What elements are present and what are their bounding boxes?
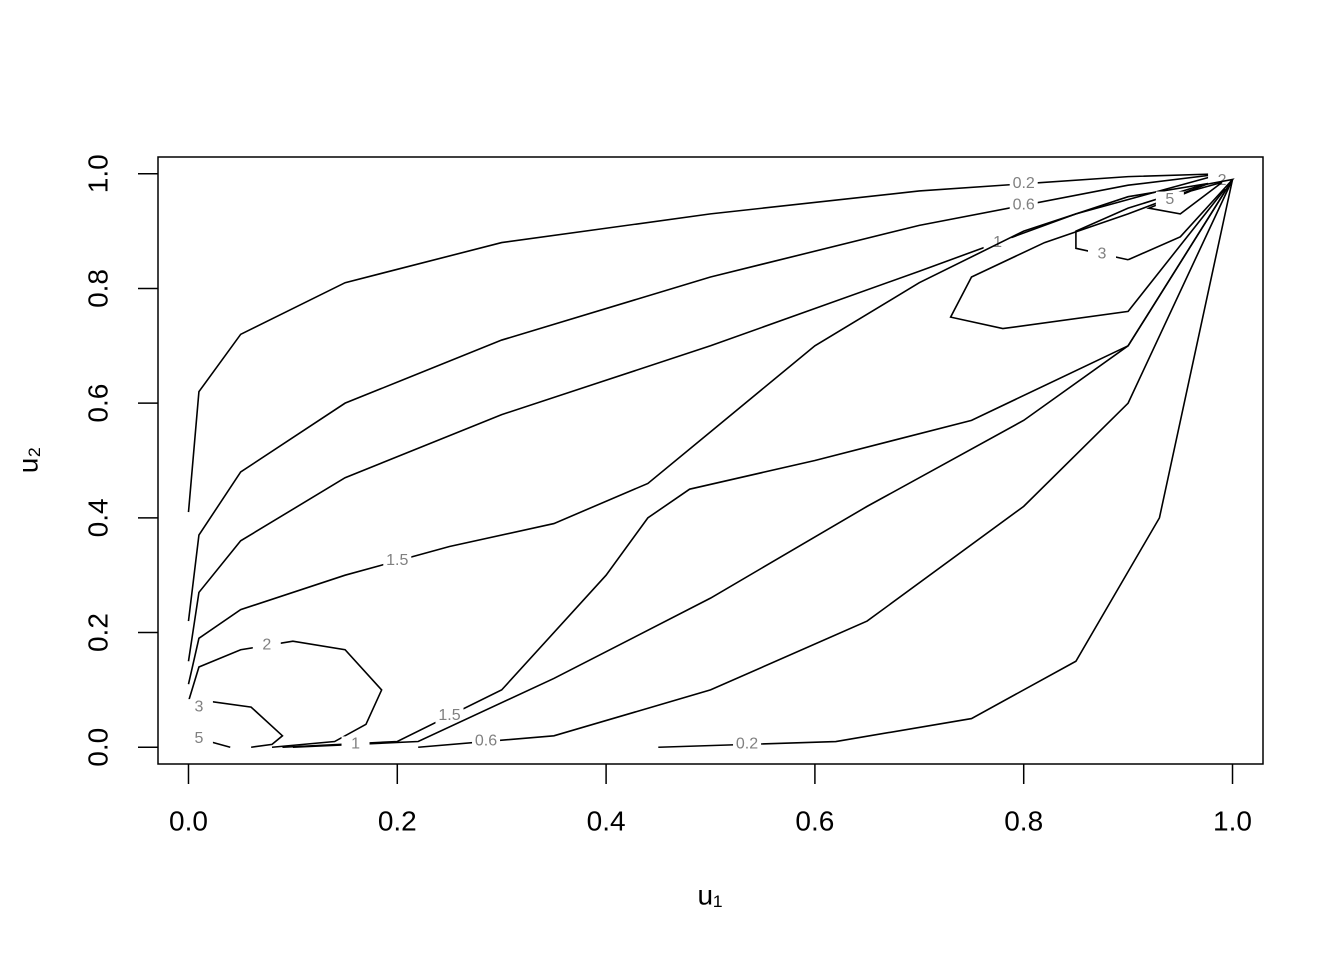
contour-label-bg bbox=[1009, 175, 1038, 192]
plot-frame bbox=[157, 156, 1264, 765]
x-tick-label: 0.6 bbox=[795, 805, 834, 836]
contour-label-bg bbox=[383, 552, 412, 569]
x-tick-label: 0.4 bbox=[587, 805, 626, 836]
contour-label: 1.5 bbox=[386, 552, 408, 569]
contour-label-bg bbox=[341, 736, 370, 753]
contour-label-bg bbox=[1009, 197, 1038, 214]
x-axis-label: u₁ bbox=[697, 879, 722, 910]
contour-label-bg bbox=[983, 234, 1012, 251]
contour-line bbox=[187, 172, 1223, 513]
contour-label: 5 bbox=[1165, 191, 1174, 208]
x-tick-label: 0.2 bbox=[378, 805, 417, 836]
contour-label-bg bbox=[733, 736, 762, 753]
contour-label-bg bbox=[435, 707, 464, 724]
contour-label-bg bbox=[472, 733, 501, 750]
y-tick-label: 0.2 bbox=[82, 613, 113, 652]
contour-label: 3 bbox=[194, 698, 203, 715]
x-tick-label: 1.0 bbox=[1213, 805, 1252, 836]
contour-label-bg bbox=[184, 730, 213, 747]
contour-label: 0.2 bbox=[736, 736, 758, 753]
contour-label-bg bbox=[184, 699, 213, 716]
y-tick-label: 0.8 bbox=[82, 269, 113, 308]
contour-label-bg bbox=[1088, 246, 1117, 263]
contour-line bbox=[187, 172, 1223, 662]
contour-line bbox=[187, 640, 383, 749]
contour-label: 3 bbox=[1098, 245, 1107, 262]
contour-line bbox=[292, 179, 1234, 749]
x-tick-label: 0.8 bbox=[1004, 805, 1043, 836]
contour-label: 1.5 bbox=[438, 707, 460, 724]
contour-line bbox=[418, 179, 1234, 749]
contour-label: 5 bbox=[194, 730, 203, 747]
contour-label: 1 bbox=[351, 736, 360, 753]
y-tick-label: 1.0 bbox=[82, 154, 113, 193]
y-tick-label: 0.0 bbox=[82, 728, 113, 767]
contour-label: 1 bbox=[993, 234, 1002, 251]
contour-label: 2 bbox=[262, 637, 271, 654]
contour-label: 0.6 bbox=[475, 733, 497, 750]
y-tick-label: 0.6 bbox=[82, 384, 113, 423]
y-tick-label: 0.4 bbox=[82, 498, 113, 537]
x-tick-label: 0.0 bbox=[169, 805, 208, 836]
y-axis-label: u₂ bbox=[12, 447, 43, 473]
contour-label: 0.6 bbox=[1013, 197, 1035, 214]
contour-line bbox=[187, 178, 1233, 685]
contour-line bbox=[658, 179, 1234, 749]
contour-line bbox=[187, 172, 1223, 622]
contour-label-bg bbox=[252, 637, 281, 654]
contour-line bbox=[1146, 181, 1223, 215]
contour-label: 0.2 bbox=[1013, 175, 1035, 192]
contour-label-bg bbox=[1155, 191, 1184, 208]
